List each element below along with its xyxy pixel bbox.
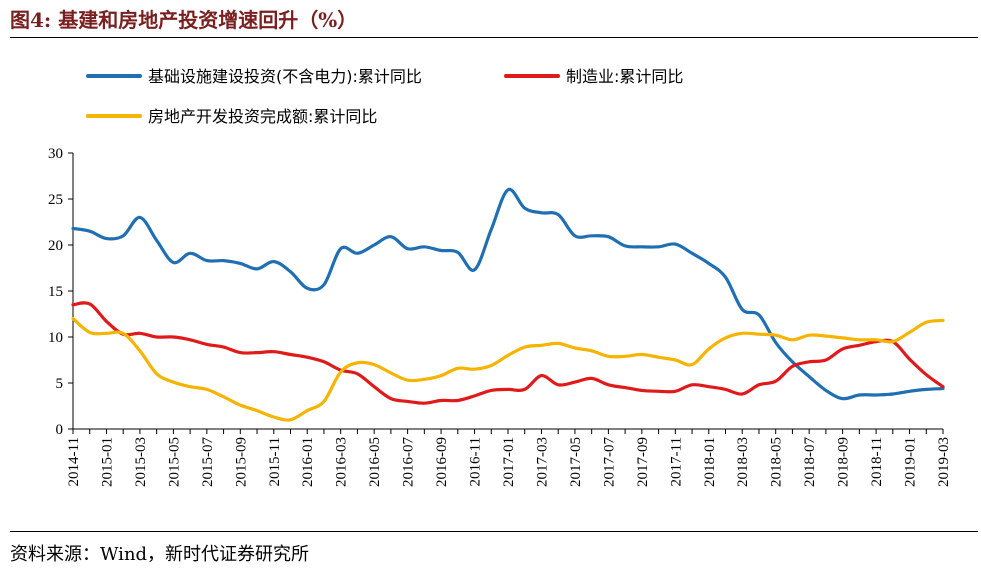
footer-rule (10, 531, 978, 532)
y-tick-label: 25 (48, 192, 63, 208)
chart-series (71, 187, 945, 422)
x-tick-label: 2016-03 (334, 437, 350, 487)
x-tick-label: 2019-03 (936, 437, 952, 487)
x-tick-label: 2016-11 (468, 437, 484, 486)
x-tick-label: 2015-11 (267, 437, 283, 486)
x-tick-label: 2016-07 (401, 437, 417, 487)
x-tick-label: 2018-05 (769, 437, 785, 487)
x-tick-label: 2018-11 (869, 437, 885, 486)
x-tick-label: 2018-07 (802, 437, 818, 487)
series-line-1 (71, 187, 945, 401)
y-tick-label: 0 (56, 422, 64, 438)
y-tick-label: 20 (48, 238, 63, 254)
x-tick-label: 2017-03 (534, 437, 550, 487)
legend-label-3: 房地产开发投资完成额:累计同比 (148, 107, 377, 126)
chart-legend: 基础设施建设投资(不含电力):累计同比 制造业:累计同比房地产开发投资完成额:累计… (86, 67, 683, 126)
x-tick-label: 2015-07 (200, 437, 216, 487)
x-tick-label: 2015-05 (166, 437, 182, 487)
y-tick-label: 5 (56, 376, 64, 392)
x-tick-label: 2015-09 (233, 437, 249, 487)
x-tick-label: 2017-01 (501, 437, 517, 487)
x-tick-label: 2018-03 (735, 437, 751, 487)
y-tick-label: 15 (48, 284, 63, 300)
x-tick-label: 2016-05 (367, 437, 383, 487)
series-line-3 (71, 317, 945, 422)
legend-label-2: 制造业:累计同比 (566, 67, 683, 86)
figure-title: 图4: 基建和房地产投资增速回升（%） (10, 8, 358, 32)
x-tick-label: 2018-09 (836, 437, 852, 487)
source-note: 资料来源：Wind，新时代证券研究所 (10, 544, 310, 565)
x-tick-label: 2017-11 (668, 437, 684, 486)
x-tick-label: 2014-11 (66, 437, 82, 486)
title-rule (10, 37, 978, 38)
x-tick-label: 2015-03 (133, 437, 149, 487)
x-tick-label: 2016-01 (300, 437, 316, 487)
series-line-2 (71, 301, 945, 405)
x-tick-label: 2016-09 (434, 437, 450, 487)
y-tick-label: 30 (48, 146, 63, 162)
x-tick-label: 2017-09 (635, 437, 651, 487)
x-tick-label: 2018-01 (702, 437, 718, 487)
x-tick-label: 2017-07 (601, 437, 617, 487)
x-tick-label: 2015-01 (99, 437, 115, 487)
line-chart: 基础设施建设投资(不含电力):累计同比 制造业:累计同比房地产开发投资完成额:累计… (48, 67, 952, 487)
y-tick-label: 10 (48, 330, 63, 346)
legend-label-1: 基础设施建设投资(不含电力):累计同比 (148, 67, 422, 86)
chart-axes: 0 5 10 15 20 25 30 2014-11 2015-01 2015-03 2015-05… (48, 146, 952, 487)
x-tick-label: 2017-05 (568, 437, 584, 487)
x-tick-label: 2019-01 (903, 437, 919, 487)
